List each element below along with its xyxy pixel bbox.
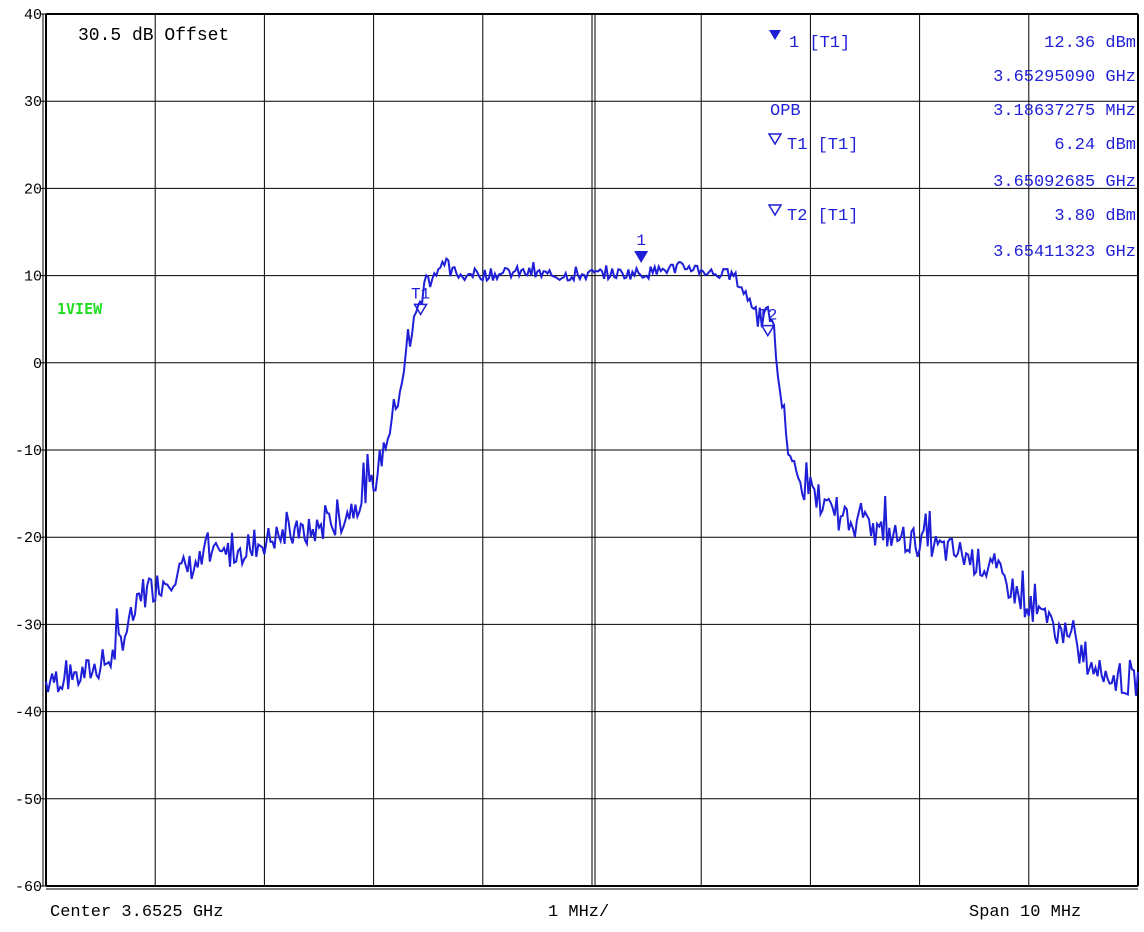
open-triangle-icon xyxy=(767,204,783,217)
open-triangle-icon xyxy=(767,133,783,146)
marker-open-triangle-icon xyxy=(413,303,428,316)
marker-label: T2 xyxy=(758,307,777,325)
t1-level: 6.24 dBm xyxy=(1054,136,1136,155)
y-tick-label: -30 xyxy=(15,617,42,634)
y-tick-label: 10 xyxy=(24,269,42,286)
span-label: Span 10 MHz xyxy=(969,903,1082,922)
markers: 1 T1 T2 xyxy=(411,232,777,338)
y-tick-label: -20 xyxy=(15,530,42,547)
center-frequency-label: Center 3.6525 GHz xyxy=(50,903,224,922)
m1-level: 12.36 dBm xyxy=(1044,34,1136,53)
y-tick-label: -50 xyxy=(15,792,42,809)
y-tick-label: 0 xyxy=(33,356,42,373)
t1-freq: 3.65092685 GHz xyxy=(993,173,1136,192)
grid xyxy=(40,13,1139,890)
marker-label: T1 xyxy=(411,285,430,303)
t1-label: T1 [T1] xyxy=(787,136,858,155)
y-tick-label: -40 xyxy=(15,705,42,722)
view-label: 1VIEW xyxy=(57,300,103,318)
opb-value: 3.18637275 MHz xyxy=(993,102,1136,121)
marker-open-triangle-icon xyxy=(760,324,776,338)
marker-filled-triangle-icon xyxy=(634,251,649,264)
trace-line xyxy=(45,256,1139,697)
filled-triangle-icon xyxy=(769,30,781,40)
offset-label: 30.5 dB Offset xyxy=(78,26,229,46)
y-tick-label: -10 xyxy=(15,443,42,460)
y-tick-label: -60 xyxy=(15,879,42,896)
opb-label: OPB xyxy=(770,102,801,121)
t2-level: 3.80 dBm xyxy=(1054,207,1136,226)
marker-readout: 1 [T1] 12.36 dBm 3.65295090 GHz OPB 3.18… xyxy=(767,30,1136,262)
y-tick-label: 30 xyxy=(24,94,42,111)
m1-freq: 3.65295090 GHz xyxy=(993,68,1136,87)
m1-label: 1 [T1] xyxy=(789,34,850,53)
scale-per-division-label: 1 MHz/ xyxy=(548,903,610,922)
y-tick-label: 40 xyxy=(24,7,42,24)
y-tick-label: 20 xyxy=(24,181,42,198)
y-tick-labels: 40 30 20 10 0 -10 -20 -30 -40 -50 -60 xyxy=(15,7,42,896)
t2-label: T2 [T1] xyxy=(787,207,858,226)
t2-freq: 3.65411323 GHz xyxy=(993,243,1136,262)
marker-label: 1 xyxy=(636,232,646,250)
